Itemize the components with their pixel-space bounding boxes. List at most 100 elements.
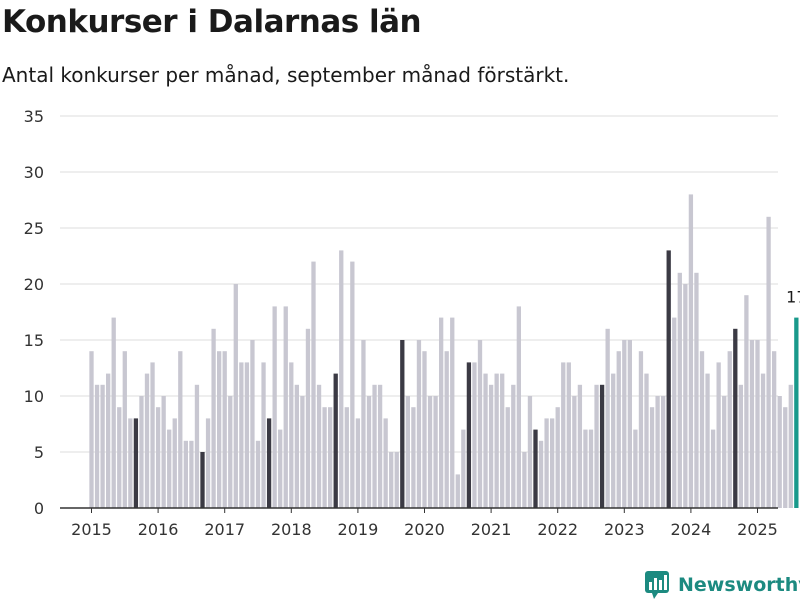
bar [211,328,216,508]
bar [599,384,605,508]
bar [377,384,383,508]
bar [699,351,705,508]
bar [727,351,732,508]
bar [677,272,682,508]
bar [178,351,183,508]
bar [427,396,433,508]
x-tick-label: 2024 [671,520,712,539]
bar [289,362,294,508]
bar [583,429,588,508]
bar [550,418,555,508]
bar [344,407,349,508]
bar [316,384,322,508]
bar [100,384,105,508]
bar [217,351,222,508]
bar [111,317,116,508]
bar [694,272,699,508]
bar [772,351,777,508]
bar [300,396,305,508]
bar [261,362,266,508]
bar [555,407,560,508]
bar [416,340,422,508]
y-tick-label: 10 [24,387,44,406]
y-tick-label: 15 [24,331,44,350]
y-tick-label: 30 [24,163,44,182]
bar [766,216,771,509]
bar [411,407,416,508]
bar [439,317,444,508]
bar [500,373,505,508]
bar [472,362,477,508]
bar [744,295,749,508]
bar [422,351,427,508]
bar [400,340,405,508]
bar [649,407,655,508]
bar [167,429,172,508]
bar [788,384,793,508]
bar [339,250,344,508]
bar [305,328,311,508]
bar [161,396,166,508]
latest-value-label: 17 [786,288,800,307]
bar [233,284,238,508]
bar [278,429,283,508]
annotations: 17 [786,288,800,307]
y-tick-label: 35 [24,107,44,126]
bar [266,418,272,508]
bar [783,407,788,508]
bar [638,351,644,508]
x-tick-label: 2016 [138,520,179,539]
bar [794,317,799,508]
bar [538,440,544,508]
bar [200,452,205,508]
bar [139,396,144,508]
bar [94,384,100,508]
bar [205,418,211,508]
bar [616,351,621,508]
bar [777,396,782,508]
bar [394,452,399,508]
y-axis-labels: 0 5 10 15 20 25 30 35 [24,107,44,518]
newsworthy-logo-icon [645,571,669,599]
bar [494,373,499,508]
bar [733,328,738,508]
bar [527,396,533,508]
bar [749,340,755,508]
bar [255,440,261,508]
bar [705,373,710,508]
bar [505,407,510,508]
bar [716,362,721,508]
bar [228,396,233,508]
bar [155,407,161,508]
x-axis: 2015 2016 2017 2018 2019 2020 2021 2022 2023 2024… [60,507,778,539]
brand-name: Newsworthy [678,574,800,596]
bar [661,396,666,508]
bar [594,384,599,508]
x-tick-label: 2019 [338,520,379,539]
bar [372,384,377,508]
bar [389,452,394,508]
x-tick-label: 2015 [71,520,112,539]
bar [311,261,316,508]
bar [433,396,438,508]
bars [89,194,799,509]
bar [577,384,583,508]
bar [194,384,200,508]
bar [760,373,766,508]
bar [405,396,410,508]
bar [544,418,549,508]
x-tick-label: 2023 [604,520,645,539]
bar [688,194,694,508]
bar [183,440,188,508]
bar [611,373,616,508]
bar [333,373,338,508]
bar [666,250,671,508]
bar [644,373,649,508]
bar [455,474,460,508]
bar [755,340,760,508]
bar [588,429,594,508]
bar [244,362,250,508]
chart-title: Konkurser i Dalarnas län [2,4,422,40]
bar [322,407,327,508]
bar [466,362,472,508]
